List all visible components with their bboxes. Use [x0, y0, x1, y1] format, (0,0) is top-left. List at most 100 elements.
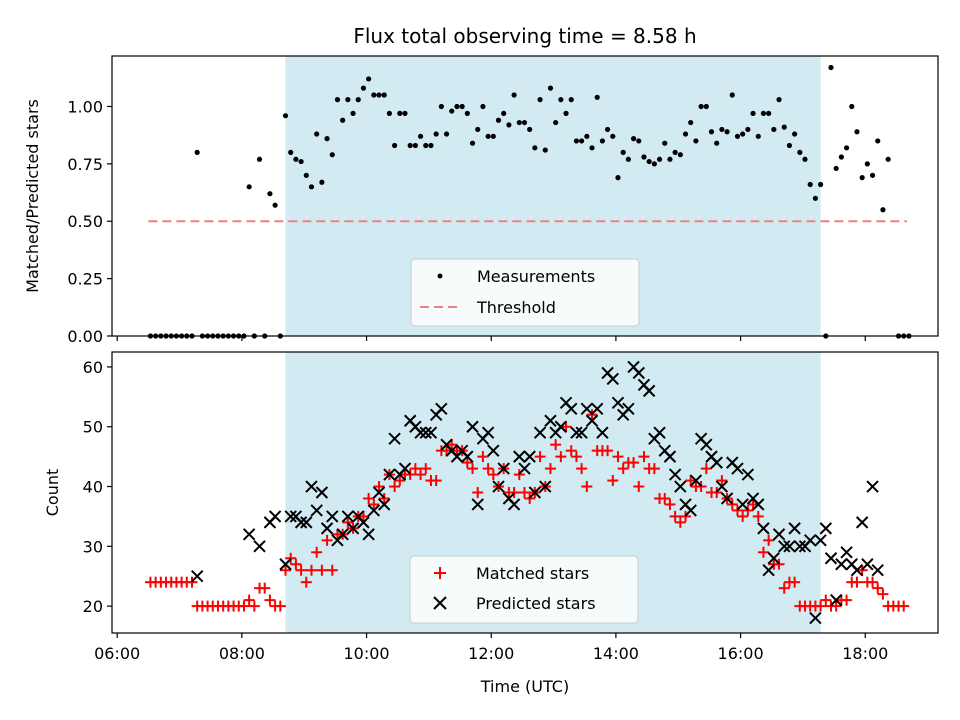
- matched-stars-point: [461, 457, 473, 469]
- y-tick-label: 0.00: [67, 327, 103, 346]
- measurement-point: [677, 152, 683, 158]
- measurement-point: [480, 103, 486, 110]
- matched-stars-point: [680, 510, 692, 522]
- matched-stars-point: [482, 463, 494, 475]
- predicted-stars-point: [362, 528, 375, 541]
- predicted-stars-point: [855, 516, 869, 529]
- y-tick-label: 40: [83, 478, 103, 497]
- y-tick-label: 30: [83, 537, 103, 556]
- matched-stars-point: [316, 564, 328, 576]
- legend-box: [409, 555, 639, 624]
- matched-stars-point: [560, 421, 572, 433]
- predicted-stars-point: [752, 498, 765, 511]
- measurement-point: [568, 97, 574, 103]
- x-axis-label: Time (UTC): [480, 677, 569, 696]
- predicted-stars-point: [824, 552, 838, 565]
- predicted-stars-point: [840, 546, 853, 559]
- predicted-stars-point: [575, 426, 588, 439]
- matched-stars-point: [731, 504, 743, 516]
- matched-stars-point: [757, 546, 769, 558]
- matched-stars-point: [716, 475, 728, 487]
- matched-stars-point: [280, 564, 292, 576]
- matched-stars-point: [856, 564, 868, 576]
- count-points: [144, 360, 910, 625]
- predicted-stars-point: [861, 558, 874, 571]
- matched-stars-point: [669, 510, 681, 522]
- predicted-stars-point: [378, 498, 391, 511]
- measurement-point: [849, 103, 855, 110]
- count-axes-frame: [111, 351, 939, 634]
- measurement-point: [636, 138, 642, 144]
- predicted-stars-point: [544, 414, 557, 427]
- measurement-point: [766, 110, 772, 116]
- x-tick-label: 18:00: [842, 644, 888, 663]
- measurement-point: [407, 142, 413, 149]
- legend-marker-predicted: [433, 596, 447, 610]
- matched-stars-point: [326, 564, 338, 576]
- matched-stars-point: [441, 445, 453, 457]
- measurement-point: [594, 94, 600, 100]
- y-tick-label: 50: [83, 418, 103, 437]
- predicted-stars-point: [388, 432, 401, 445]
- matched-stars-point: [357, 510, 369, 522]
- matched-stars-point: [659, 492, 671, 504]
- measurement-point: [298, 158, 304, 165]
- measurement-point: [771, 126, 777, 133]
- predicted-stars-point: [741, 468, 755, 481]
- matched-stars-point: [872, 582, 884, 594]
- measurement-point: [797, 149, 803, 155]
- measurement-point: [812, 195, 818, 201]
- measurement-point: [376, 92, 382, 98]
- measurement-point: [781, 124, 787, 130]
- measurement-point: [875, 138, 881, 144]
- matched-stars-point: [674, 516, 686, 528]
- measurement-point: [662, 140, 668, 146]
- ratio-panel: 0.00 0.25 0.50 0.75 1.00 Matched/Predicted s…: [23, 55, 939, 346]
- matched-stars-point: [789, 576, 801, 588]
- legend-ratio: Measurements Threshold: [410, 258, 640, 327]
- measurement-point: [314, 131, 320, 137]
- measurement-point: [329, 152, 335, 158]
- predicted-stars-point: [565, 402, 578, 416]
- measurement-point: [589, 145, 595, 151]
- measurement-point: [288, 149, 294, 155]
- measurement-point: [485, 133, 491, 139]
- measurement-point: [381, 92, 387, 98]
- measurement-point: [428, 142, 434, 149]
- predicted-stars-point: [772, 528, 786, 541]
- predicted-stars-point: [279, 558, 292, 571]
- predicted-stars-point: [689, 474, 703, 487]
- matched-stars-point: [747, 498, 759, 510]
- predicted-stars-point: [284, 510, 297, 523]
- matched-stars-point: [518, 487, 530, 498]
- measurement-point: [475, 126, 481, 133]
- measurement-point: [303, 172, 309, 178]
- measurement-point: [423, 142, 429, 149]
- measurement-point: [397, 110, 403, 116]
- measurement-point: [490, 133, 496, 139]
- legend-label-predicted: Predicted stars: [476, 594, 596, 613]
- measurement-point: [802, 156, 808, 162]
- x-tick-label: 14:00: [593, 644, 639, 663]
- predicted-stars-point: [528, 486, 542, 499]
- y-ticks-ratio: 0.00 0.25 0.50 0.75 1.00: [67, 97, 112, 346]
- predicted-stars-point: [435, 402, 448, 416]
- matched-stars-point: [612, 451, 624, 463]
- measurement-point: [340, 117, 346, 123]
- predicted-stars-point: [611, 396, 625, 410]
- measurement-point: [605, 126, 611, 133]
- matched-stars-point: [830, 600, 842, 612]
- predicted-stars-point: [684, 504, 697, 517]
- predicted-stars-point: [700, 438, 713, 451]
- legend-box: [410, 258, 640, 327]
- predicted-stars-point: [668, 468, 682, 481]
- predicted-stars-point: [580, 402, 594, 416]
- predicted-stars-point: [320, 522, 334, 535]
- predicted-stars-point: [518, 462, 531, 475]
- matched-stars-point: [321, 534, 333, 546]
- predicted-stars-point: [554, 420, 568, 433]
- predicted-stars-point: [793, 540, 807, 553]
- measurement-point: [272, 202, 278, 208]
- measurement-point: [630, 136, 637, 142]
- matched-stars-point: [555, 451, 567, 463]
